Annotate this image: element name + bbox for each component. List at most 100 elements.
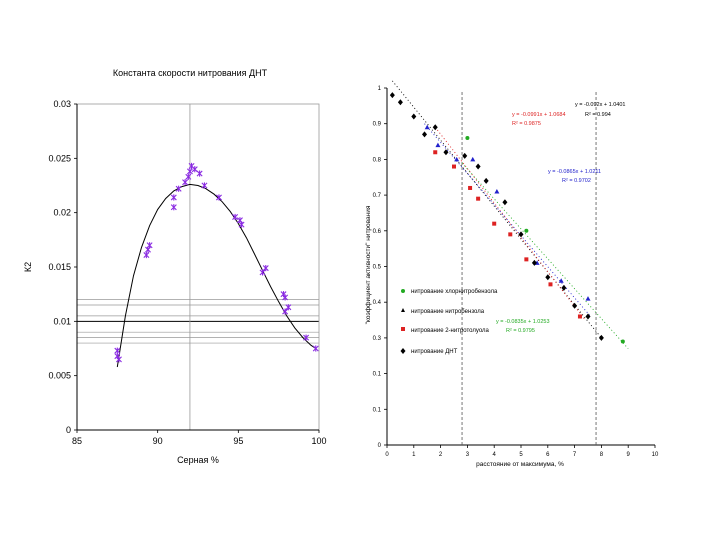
left-data-point <box>146 242 153 249</box>
right-y-tick-label: 0.5 <box>373 265 382 271</box>
left-x-tick-label: 100 <box>311 436 326 446</box>
equation-nitrotoluene: y = -0.0991x + 1.0684 <box>512 112 566 118</box>
right-data-point-series-2 <box>577 314 582 319</box>
right-y-ticks: 0 0.1 0.1 0.3 0.4 0.5 0.6 0.7 0.8 0.9 1 <box>373 86 387 449</box>
left-data-point <box>215 194 222 201</box>
left-data-points <box>114 162 319 363</box>
right-y-tick-label: 0.7 <box>373 193 382 199</box>
left-data-point <box>312 345 319 352</box>
left-y-tick-label: 0.02 <box>53 208 71 218</box>
left-data-point <box>143 251 150 259</box>
right-data-point-series-3 <box>475 163 481 170</box>
right-data-point-series-0 <box>524 228 529 233</box>
left-y-tick-label: 0.03 <box>53 99 71 109</box>
right-x-tick-label: 4 <box>493 452 497 458</box>
legend-label-chloronitrobenzene: нитрование хлорнитробензола <box>411 289 498 295</box>
left-y-tick-label: 0.015 <box>48 262 71 272</box>
r2-chloronitrobenzene: R² = 0.9795 <box>506 328 535 334</box>
right-data-point-series-3 <box>432 124 438 131</box>
left-data-point <box>282 308 289 315</box>
right-data-point-series-1 <box>470 156 476 162</box>
trendline-equations: y = -0.092x + 1.0401 R² = 0.994 y = -0.0… <box>496 102 625 334</box>
left-data-point <box>115 356 122 363</box>
right-data-point-series-3 <box>462 152 468 159</box>
right-data-point-series-2 <box>524 257 529 262</box>
equation-dnt: y = -0.092x + 1.0401 <box>575 102 625 108</box>
left-data-point <box>259 269 266 276</box>
right-y-tick-label: 0.1 <box>373 407 382 413</box>
left-data-point <box>285 304 292 311</box>
right-data-point-series-1 <box>435 142 441 148</box>
sulfuric-rate-chart: Константа скорости нитрования ДНТ 85 90 95… <box>23 68 327 465</box>
equation-chloronitrobenzene: y = -0.0835x + 1.0253 <box>496 319 550 325</box>
right-data-point-series-3 <box>585 313 591 320</box>
left-data-point <box>282 294 289 301</box>
right-trendlines <box>392 80 629 349</box>
right-y-tick-label: 0.1 <box>373 372 382 378</box>
right-data-point-series-3 <box>422 131 428 138</box>
right-data-point-series-2 <box>492 221 497 226</box>
r2-nitrotoluene: R² = 0.9875 <box>512 121 541 127</box>
right-data-point-series-1 <box>454 156 460 162</box>
legend-marker-nitrotoluene <box>401 327 405 331</box>
right-x-tick-label: 5 <box>519 452 523 458</box>
right-data-point-series-3 <box>598 334 604 341</box>
left-y-tick-label: 0.01 <box>53 316 71 326</box>
legend-marker-dnt <box>400 348 406 354</box>
right-data-point-series-3 <box>389 92 395 99</box>
left-y-tick-label: 0.025 <box>48 153 71 163</box>
right-data-point-series-2 <box>508 232 513 237</box>
left-x-tick-label: 95 <box>233 436 243 446</box>
right-data-point-series-0 <box>465 135 470 140</box>
left-y-tick-label: 0.005 <box>48 371 71 381</box>
right-data-point-series-3 <box>397 99 403 106</box>
legend-marker-nitrobenzene <box>401 308 405 312</box>
left-y-ticks: 0 0.005 0.01 0.015 0.02 0.025 0.03 <box>48 99 77 435</box>
right-data-point-series-3 <box>443 149 449 156</box>
right-data-point-series-0 <box>620 339 625 344</box>
r2-nitrobenzene: R² = 0.9702 <box>562 178 591 184</box>
right-x-tick-label: 3 <box>466 452 470 458</box>
right-vertical-guides <box>461 92 597 445</box>
right-x-ticks: 0 1 2 3 4 5 6 7 8 9 10 <box>385 445 659 458</box>
right-y-tick-label: 0.9 <box>373 122 382 128</box>
right-x-tick-label: 7 <box>573 452 577 458</box>
right-data-point-series-1 <box>424 124 430 130</box>
right-x-tick-label: 9 <box>627 452 631 458</box>
left-data-point <box>262 264 269 272</box>
right-x-tick-label: 8 <box>600 452 604 458</box>
right-data-point-series-1 <box>494 189 500 194</box>
right-data-point-series-2 <box>548 282 553 287</box>
right-y-axis-label: "коэффициент активности" нитрования <box>365 205 372 324</box>
equation-nitrobenzene: y = -0.0865x + 1.0211 <box>548 169 601 175</box>
left-data-point <box>182 179 189 186</box>
left-x-ticks: 85 90 95 100 <box>72 430 327 446</box>
right-data-point-series-3 <box>531 259 537 266</box>
right-data-point-series-2 <box>452 164 456 169</box>
right-data-point-series-1 <box>558 278 564 283</box>
left-data-point <box>186 168 193 175</box>
left-data-point <box>191 166 198 173</box>
left-data-point <box>201 182 208 189</box>
right-x-tick-label: 10 <box>652 452 659 458</box>
right-data-points <box>389 92 625 344</box>
left-data-point <box>170 194 177 201</box>
right-legend: нитрование хлорнитробензола нитрование н… <box>400 289 498 355</box>
left-y-axis-label: К2 <box>23 262 33 272</box>
right-data-point-series-3 <box>411 113 417 120</box>
left-data-point <box>170 204 177 211</box>
right-data-point-series-3 <box>518 231 524 238</box>
legend-label-nitrotoluene: нитрование 2-нитротолуола <box>411 328 490 334</box>
right-data-point-series-3 <box>483 177 489 184</box>
right-data-point-series-2 <box>476 196 481 201</box>
trendline-1 <box>434 126 586 321</box>
right-x-tick-label: 2 <box>439 452 443 458</box>
left-horizontal-guides <box>77 299 319 344</box>
right-y-tick-label: 0.3 <box>373 336 382 342</box>
left-data-point <box>238 221 245 228</box>
right-x-axis-label: расстояние от максимума, % <box>476 461 564 468</box>
right-y-tick-label: 0.6 <box>373 229 382 235</box>
right-data-point-series-3 <box>502 199 508 206</box>
